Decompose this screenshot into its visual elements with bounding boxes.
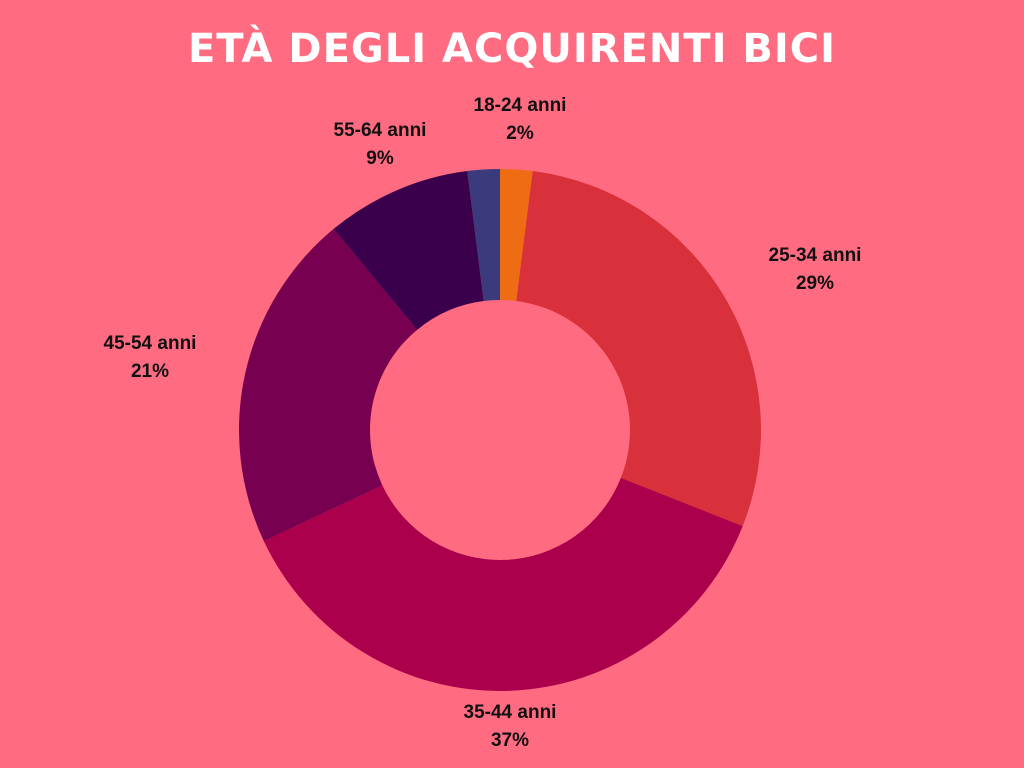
- donut-slice-unlabeled: [467, 169, 500, 302]
- donut-slice-45-54-anni: [238, 228, 418, 542]
- slice-label: 55-64 anni: [334, 120, 427, 141]
- slice-value-label: 2%: [506, 123, 534, 144]
- slice-value-label: 21%: [131, 361, 169, 382]
- donut-slices: [238, 169, 762, 692]
- slice-value-label: 29%: [796, 273, 834, 294]
- donut-slice-55-64-anni: [333, 171, 484, 330]
- slice-label: 35-44 anni: [464, 702, 557, 723]
- slice-label: 18-24 anni: [474, 95, 567, 116]
- donut-slice-18-24-anni: [500, 169, 533, 302]
- chart-title: ETÀ DEGLI ACQUIRENTI BICI: [187, 26, 837, 72]
- slice-label: 25-34 anni: [769, 245, 862, 266]
- slice-label: 45-54 anni: [104, 333, 197, 354]
- donut-slice-25-34-anni: [516, 171, 762, 527]
- slice-value-label: 37%: [491, 730, 529, 751]
- donut-slice-35-44-anni: [263, 477, 743, 692]
- slice-value-label: 9%: [366, 148, 394, 169]
- slice-labels: 18-24 anni 2% 25-34 anni 29% 35-44 anni 37% 45…: [104, 95, 862, 751]
